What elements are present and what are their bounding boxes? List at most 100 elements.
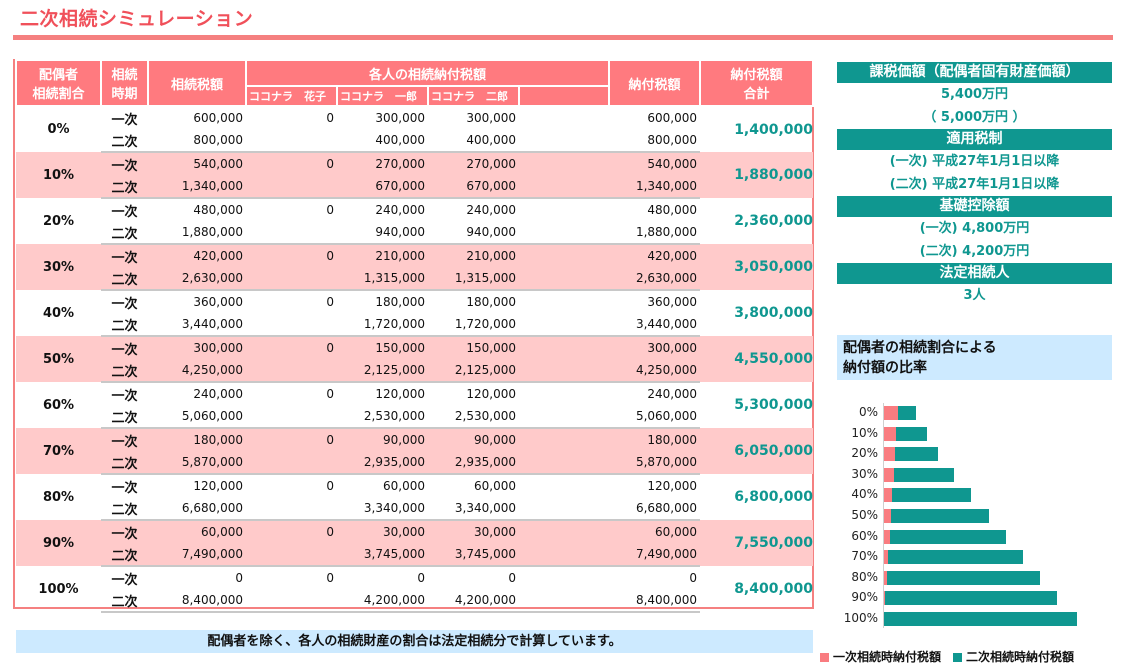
chart-bar-row: 40%: [840, 485, 1120, 506]
heir-empty-cell: [519, 198, 609, 221]
basic-deduction-first: (一次) 4,800万円: [919, 221, 1030, 236]
header-payable-tax: 納付税額: [608, 59, 702, 107]
period-cell: 一次: [101, 428, 148, 451]
payable-tax-cell: 0: [689, 571, 698, 585]
table-row: 二次 7,490,000 3,745,000 3,745,000 7,490,000: [16, 543, 813, 567]
payable-total-cell: 2,360,000: [734, 213, 814, 229]
period-cell: 二次: [101, 175, 148, 199]
heir-hanako-cell: 0: [246, 244, 337, 267]
table-row: 80% 一次 120,000 0 60,000 60,000 120,000 6,800,00…: [16, 474, 813, 505]
chart-bar: [884, 612, 1077, 626]
payable-tax-cell: 800,000: [609, 129, 701, 153]
bar-segment-second: [895, 447, 939, 462]
chart-bar-row: 10%: [840, 424, 1120, 445]
legend-swatch-first-icon: [820, 653, 829, 662]
inheritance-tax-cell: 180,000: [148, 428, 246, 451]
period-cell: 二次: [101, 405, 148, 429]
heir-jiro-cell: 3,745,000: [428, 543, 519, 567]
payable-total-cell: 6,800,000: [734, 489, 814, 505]
chart-legend: 一次相続時納付税額 二次相続時納付税額: [820, 648, 1126, 665]
heir-jiro-cell: 300,000: [466, 111, 516, 125]
heir-hanako-cell: 0: [326, 203, 334, 217]
spouse-own-value: （ 5,000万円 ）: [923, 110, 1026, 125]
chart-bar: [884, 488, 972, 503]
heir-jiro-cell: 90,000: [428, 428, 519, 451]
heir-empty-cell: [519, 267, 610, 291]
inheritance-tax-cell: 5,060,000: [148, 405, 246, 429]
heir-hanako-cell: 0: [246, 336, 337, 359]
heir-jiro-cell: 3,340,000: [428, 497, 519, 521]
spouse-ratio-cell: 40%: [42, 305, 75, 321]
chart-bar: [884, 447, 939, 462]
heir-ichiro-cell: 120,000: [375, 387, 425, 401]
inheritance-tax-cell: 600,000: [193, 111, 243, 125]
bar-segment-second: [888, 550, 1023, 565]
inheritance-tax-cell: 240,000: [193, 387, 243, 401]
payable-tax-cell: 2,630,000: [609, 267, 701, 291]
payable-total-cell: 3,800,000: [734, 305, 814, 321]
title-divider: [13, 35, 1113, 40]
heir-jiro-cell: 180,000: [466, 295, 516, 309]
heir-hanako-cell: [246, 497, 337, 521]
simulation-table: 配偶者 相続割合 相続 時期 相続税額 各人の相続納付税額 納付税額 納付税額 合計 …: [15, 59, 815, 613]
heir-jiro-cell: 270,000: [428, 152, 519, 175]
period-cell: 二次: [101, 497, 148, 521]
heir-ichiro-cell: 300,000: [375, 111, 425, 125]
bar-segment-first: [884, 488, 893, 503]
period-cell: 一次: [111, 388, 138, 404]
inheritance-tax-cell: 1,880,000: [148, 221, 246, 245]
heir-ichiro-cell: 940,000: [337, 221, 428, 245]
bar-segment-first: [884, 550, 889, 565]
stacked-bar-chart: 0% 10% 20% 30% 40% 50% 60% 70%: [840, 403, 1120, 631]
inheritance-tax-cell: 120,000: [193, 479, 243, 493]
chart-bar-row: 50%: [840, 506, 1120, 527]
heir-ichiro-cell: 270,000: [337, 152, 428, 175]
heir-ichiro-cell: 30,000: [337, 520, 428, 543]
payable-tax-cell: 5,060,000: [609, 405, 701, 429]
heir-hanako-cell: [246, 129, 337, 153]
chart-bar: [884, 426, 928, 441]
heir-jiro-cell: 4,200,000: [428, 589, 519, 613]
heir-hanako-cell: 0: [246, 428, 337, 451]
heir-empty-cell: [519, 290, 609, 313]
heir-ichiro-cell: 240,000: [375, 203, 425, 217]
heir-ichiro-cell: 1,720,000: [337, 313, 428, 337]
heir-hanako-cell: 0: [326, 571, 334, 585]
header-heir-jiro: ココナラ 二郎: [427, 85, 520, 107]
bar-segment-first: [884, 570, 887, 585]
heir-hanako-cell: [246, 267, 337, 291]
inheritance-tax-cell: 5,870,000: [148, 451, 246, 475]
header-heir-hanako: ココナラ 花子: [245, 85, 338, 107]
tax-system-first: (一次) 平成27年1月1日以降: [889, 154, 1060, 169]
period-cell: 二次: [101, 221, 148, 245]
inheritance-tax-cell: 6,680,000: [148, 497, 246, 521]
heir-jiro-cell: 2,935,000: [428, 451, 519, 475]
heir-ichiro-cell: 180,000: [375, 295, 425, 309]
period-cell: 一次: [101, 244, 148, 267]
chart-category-label: 10%: [851, 425, 878, 440]
table-row: 20% 一次 480,000 0 240,000 240,000 480,000 2,360,…: [16, 198, 813, 229]
period-cell: 一次: [111, 112, 138, 128]
table-row: 二次 3,440,000 1,720,000 1,720,000 3,440,000: [16, 313, 813, 337]
chart-category-label: 50%: [851, 508, 878, 522]
payable-tax-cell: 420,000: [609, 244, 701, 267]
inheritance-tax-cell: 7,490,000: [148, 543, 246, 567]
period-cell: 二次: [101, 313, 148, 337]
payable-total-cell: 5,300,000: [734, 397, 814, 413]
spouse-ratio-cell: 60%: [42, 397, 75, 413]
header-period: 相続 時期: [100, 59, 149, 107]
spouse-ratio-cell: 30%: [16, 244, 101, 290]
heir-hanako-cell: [246, 451, 337, 475]
basic-deduction-heading: 基礎控除額: [837, 196, 1112, 217]
table-row: 二次 800,000 400,000 400,000 800,000: [16, 129, 813, 153]
chart-category-label: 80%: [851, 569, 878, 584]
period-cell: 二次: [101, 451, 148, 475]
inheritance-tax-cell: 1,340,000: [148, 175, 246, 199]
heir-empty-cell: [519, 497, 610, 521]
payable-tax-cell: 4,250,000: [609, 359, 701, 383]
spouse-ratio-cell: 90%: [16, 520, 101, 566]
chart-category-label: 70%: [851, 549, 878, 564]
heir-ichiro-cell: 150,000: [337, 336, 428, 359]
chart-category-label: 90%: [851, 590, 878, 605]
payable-tax-cell: 180,000: [609, 428, 701, 451]
